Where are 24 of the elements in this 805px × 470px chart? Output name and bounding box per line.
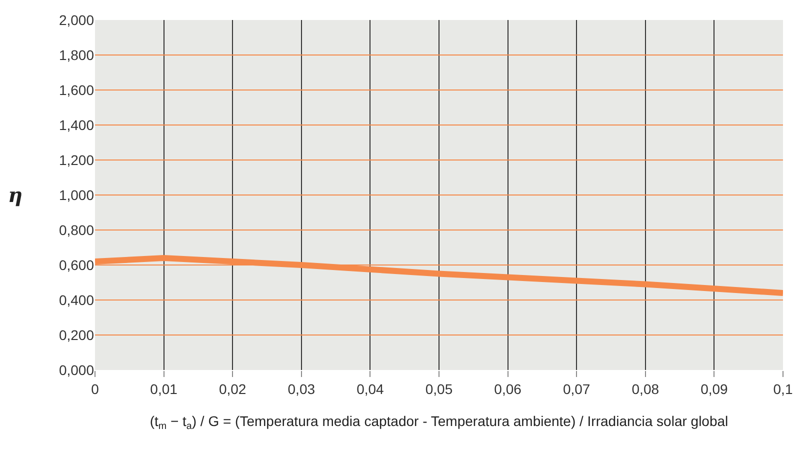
x-tick-label: 0,05 <box>425 380 453 397</box>
x-tick-label: 0,03 <box>288 380 316 397</box>
y-tick-label: 1,400 <box>58 116 94 133</box>
y-tick-label: 2,000 <box>58 12 94 28</box>
x-tick-label: 0,04 <box>356 380 384 397</box>
y-tick-label: 0,400 <box>58 292 94 308</box>
x-tick-label: 0,01 <box>150 380 178 397</box>
y-tick-label: 1,000 <box>58 186 94 203</box>
x-tick-label: 0,09 <box>700 380 728 397</box>
y-tick-label: 0,200 <box>58 326 94 343</box>
x-axis-title: (t$_{m}$ − t$_{a}$) / G = (Temperatura media captador - Temperatura ambiente) / Irradiancia solar global <box>150 413 728 432</box>
x-tick-label: 0 <box>91 380 100 397</box>
x-tick-label: 0,07 <box>562 380 590 397</box>
y-axis-title: η <box>8 183 23 207</box>
y-tick-label: 0,600 <box>58 256 94 273</box>
y-tick-label: 0,000 <box>58 362 94 378</box>
y-tick-label: 1,800 <box>58 46 94 63</box>
y-tick-label: 1,600 <box>58 82 94 98</box>
x-tick-label: 0,08 <box>632 380 660 397</box>
y-tick-label: 1,200 <box>58 152 94 168</box>
x-tick-label: 0,02 <box>218 380 246 397</box>
y-tick-label: 0,800 <box>58 222 94 238</box>
x-tick-label: 0,1 <box>773 380 793 397</box>
x-tick-label: 0,06 <box>494 380 522 397</box>
